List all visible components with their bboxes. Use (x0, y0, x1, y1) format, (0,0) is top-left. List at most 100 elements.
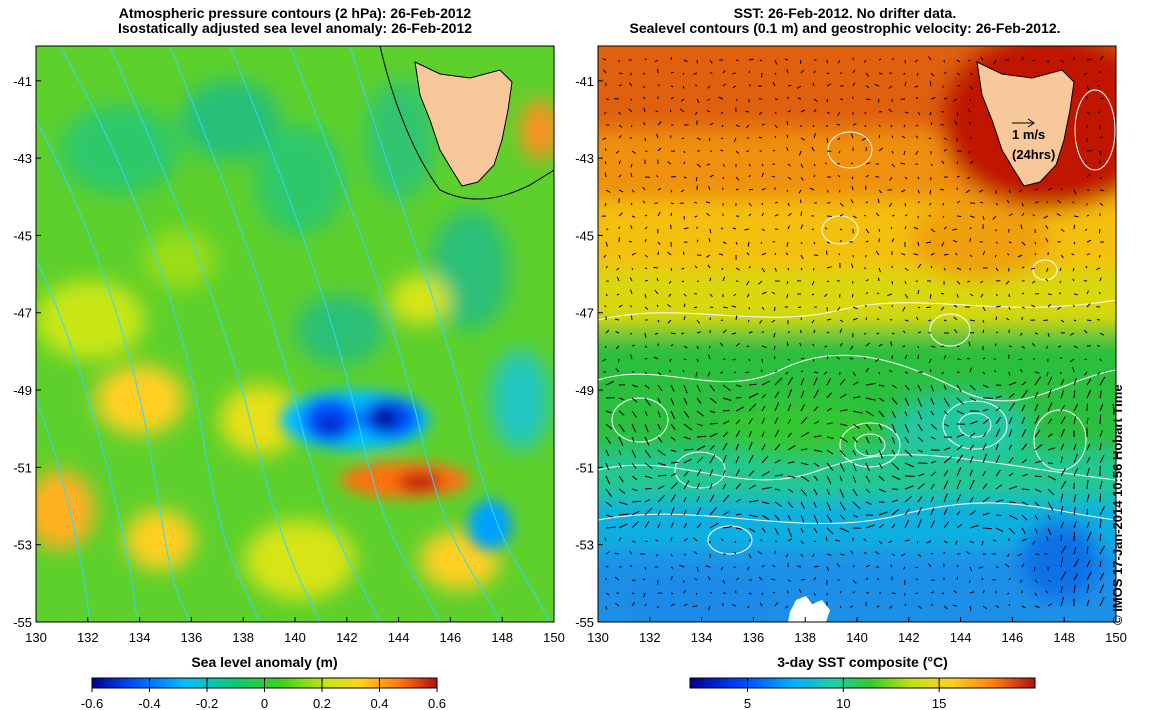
velocity-arrow (735, 176, 740, 181)
velocity-arrow (721, 124, 724, 128)
velocity-arrow (811, 319, 815, 324)
velocity-arrow (1008, 527, 1016, 535)
velocity-arrow (747, 241, 750, 247)
velocity-arrow (748, 84, 752, 87)
velocity-arrow (774, 602, 779, 607)
velocity-arrow (901, 252, 906, 256)
velocity-arrow (865, 423, 872, 431)
velocity-arrow (1060, 586, 1063, 594)
velocity-arrow (1047, 332, 1050, 338)
velocity-arrow (969, 254, 973, 258)
velocity-arrow (941, 371, 945, 375)
velocity-arrow (722, 241, 727, 245)
velocity-arrow (644, 397, 651, 406)
velocity-arrow (630, 202, 633, 206)
velocity-arrow (851, 293, 854, 298)
velocity-arrow (1073, 224, 1076, 230)
velocity-arrow (850, 605, 854, 608)
velocity-arrow (787, 488, 794, 493)
velocity-arrow (771, 291, 776, 295)
velocity-arrow (839, 590, 842, 594)
velocity-arrow (969, 444, 975, 451)
velocity-arrow (813, 241, 816, 245)
velocity-arrow (695, 84, 698, 87)
velocity-arrow (852, 436, 858, 443)
right-lon-label: 138 (794, 630, 816, 645)
velocity-arrow (891, 475, 901, 481)
velocity-arrow (657, 397, 661, 404)
velocity-arrow (943, 456, 952, 464)
velocity-arrow (1073, 507, 1076, 516)
velocity-arrow (1060, 416, 1066, 425)
velocity-arrow (761, 564, 765, 568)
velocity-arrow (891, 410, 896, 418)
velocity-arrow (774, 267, 777, 272)
velocity-arrow (1072, 201, 1075, 204)
velocity-arrow (1099, 390, 1102, 399)
velocity-arrow (852, 423, 860, 429)
velocity-arrow (826, 527, 834, 535)
velocity-arrow (929, 111, 932, 116)
velocity-arrow (800, 267, 803, 271)
velocity-arrow (995, 316, 998, 321)
velocity-arrow (1060, 187, 1063, 191)
right-title: SST: 26-Feb-2012. No drifter data. Seale… (575, 6, 1115, 36)
velocity-arrow (826, 83, 832, 87)
velocity-arrow (1056, 306, 1062, 310)
velocity-arrow (605, 501, 613, 507)
velocity-arrow (956, 479, 961, 490)
velocity-arrow (733, 137, 737, 143)
velocity-arrow (852, 306, 858, 310)
velocity-arrow (929, 81, 932, 87)
velocity-arrow (1057, 199, 1062, 204)
velocity-arrow (656, 304, 659, 308)
velocity-arrow (1047, 488, 1055, 496)
velocity-arrow (761, 486, 772, 490)
velocity-arrow (748, 213, 752, 217)
velocity-arrow (708, 354, 711, 360)
velocity-arrow (772, 149, 776, 152)
velocity-arrow (644, 254, 649, 258)
velocity-arrow (852, 69, 856, 74)
velocity-arrow (1059, 267, 1062, 272)
velocity-arrow (956, 410, 965, 415)
velocity-arrow (1073, 546, 1077, 555)
velocity-arrow (943, 137, 947, 141)
velocity-arrow (644, 239, 647, 243)
velocity-arrow (917, 345, 920, 349)
velocity-arrow (644, 58, 647, 61)
velocity-arrow (735, 59, 739, 62)
velocity-arrow (722, 163, 726, 167)
velocity-arrow (839, 98, 844, 101)
velocity-arrow (631, 384, 638, 388)
velocity-arrow (813, 435, 822, 438)
velocity-arrow (1008, 213, 1013, 217)
velocity-arrow (787, 84, 792, 87)
velocity-arrow (761, 501, 770, 505)
velocity-arrow (774, 474, 783, 477)
velocity-arrow (654, 332, 659, 335)
velocity-arrow (1086, 378, 1092, 386)
velocity-arrow (826, 111, 831, 115)
velocity-arrow (878, 306, 882, 310)
velocity-arrow (1099, 584, 1104, 594)
velocity-arrow (800, 475, 810, 482)
velocity-arrow (670, 71, 674, 74)
velocity-arrow (904, 111, 909, 114)
velocity-arrow (773, 332, 776, 338)
velocity-arrow (722, 483, 727, 490)
velocity-arrow (826, 137, 829, 143)
velocity-arrow (1047, 501, 1054, 511)
velocity-arrow (824, 227, 828, 230)
velocity-arrow (774, 527, 779, 535)
velocity-arrow (930, 163, 933, 166)
velocity-arrow (956, 161, 959, 165)
velocity-arrow (787, 389, 792, 399)
velocity-arrow (1008, 306, 1011, 311)
velocity-arrow (748, 592, 752, 595)
velocity-arrow (683, 448, 694, 451)
velocity-arrow (683, 227, 689, 230)
velocity-arrow (735, 513, 742, 516)
velocity-arrow (784, 58, 789, 61)
velocity-arrow (956, 523, 963, 529)
